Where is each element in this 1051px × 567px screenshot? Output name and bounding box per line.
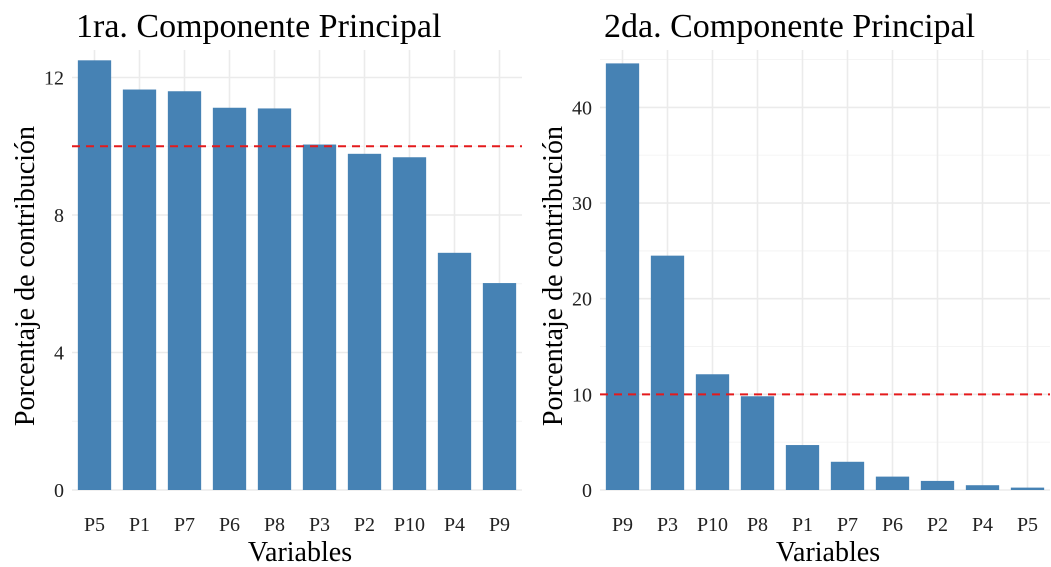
bar-P2: [347, 153, 382, 490]
bar-P5: [1010, 487, 1045, 490]
x-tick-label: P7: [174, 514, 195, 536]
y-tick-label: 12: [44, 68, 64, 90]
y-tick-label: 0: [582, 480, 592, 502]
bar-P2: [920, 480, 955, 490]
y-tick-label: 0: [54, 480, 64, 502]
x-tick-label: P8: [264, 514, 285, 536]
x-axis-label: Variables: [248, 537, 352, 567]
x-tick-label: P3: [657, 514, 678, 536]
bar-P8: [740, 396, 775, 490]
x-tick-label: P1: [129, 514, 150, 536]
bar-P9: [605, 63, 640, 491]
chart-panel-pc2: 2da. Componente Principal Variables Porc…: [538, 8, 1050, 567]
bars: [77, 60, 517, 490]
y-tick-label: 4: [54, 343, 64, 365]
bar-P5: [77, 60, 112, 490]
bar-P6: [212, 107, 247, 490]
x-tick-label: P1: [792, 514, 813, 536]
bar-P10: [392, 157, 427, 490]
x-tick-label: P9: [489, 514, 510, 536]
x-tick-label: P8: [747, 514, 768, 536]
bar-P3: [650, 255, 685, 490]
bar-P4: [437, 252, 472, 490]
y-tick-label: 8: [54, 205, 64, 227]
bar-P1: [122, 89, 157, 490]
chart-title: 2da. Componente Principal: [604, 8, 975, 45]
y-axis-label: Porcentaje de contribución: [10, 126, 41, 426]
y-tick-label: 10: [572, 384, 592, 406]
y-axis-label: Porcentaje de contribución: [538, 126, 569, 426]
x-tick-label: P7: [837, 514, 858, 536]
x-tick-label: P6: [219, 514, 240, 536]
bar-P1: [785, 445, 820, 490]
chart-panel-pc1: 1ra. Componente Principal Variables Porc…: [10, 8, 522, 567]
bar-P4: [965, 485, 1000, 490]
x-tick-label: P9: [612, 514, 633, 536]
x-tick-labels: P9 P3 P10 P8 P1 P7 P6 P2 P4 P5: [612, 514, 1038, 536]
bar-P8: [257, 108, 292, 490]
y-tick-labels: 0 4 8 12: [44, 68, 64, 503]
x-tick-label: P5: [1017, 514, 1038, 536]
x-tick-label: P2: [354, 514, 375, 536]
bar-P7: [830, 461, 865, 490]
bar-P3: [302, 144, 337, 490]
bar-P6: [875, 476, 910, 490]
x-axis-label: Variables: [776, 537, 880, 567]
x-tick-label: P10: [394, 514, 425, 536]
y-tick-label: 40: [572, 97, 592, 119]
x-tick-label: P3: [309, 514, 330, 536]
x-tick-labels: P5 P1 P7 P6 P8 P3 P2 P10 P4 P9: [84, 514, 510, 536]
bar-P9: [482, 283, 517, 490]
bar-P7: [167, 91, 202, 490]
x-tick-label: P5: [84, 514, 105, 536]
bars: [605, 63, 1045, 491]
chart-title: 1ra. Componente Principal: [76, 8, 441, 45]
y-tick-label: 30: [572, 193, 592, 215]
x-tick-label: P4: [972, 514, 993, 536]
y-tick-label: 20: [572, 289, 592, 311]
x-tick-label: P2: [927, 514, 948, 536]
y-tick-labels: 0 10 20 30 40: [572, 97, 592, 502]
x-tick-label: P4: [444, 514, 465, 536]
bar-P10: [695, 374, 730, 490]
x-tick-label: P10: [697, 514, 728, 536]
x-tick-label: P6: [882, 514, 903, 536]
